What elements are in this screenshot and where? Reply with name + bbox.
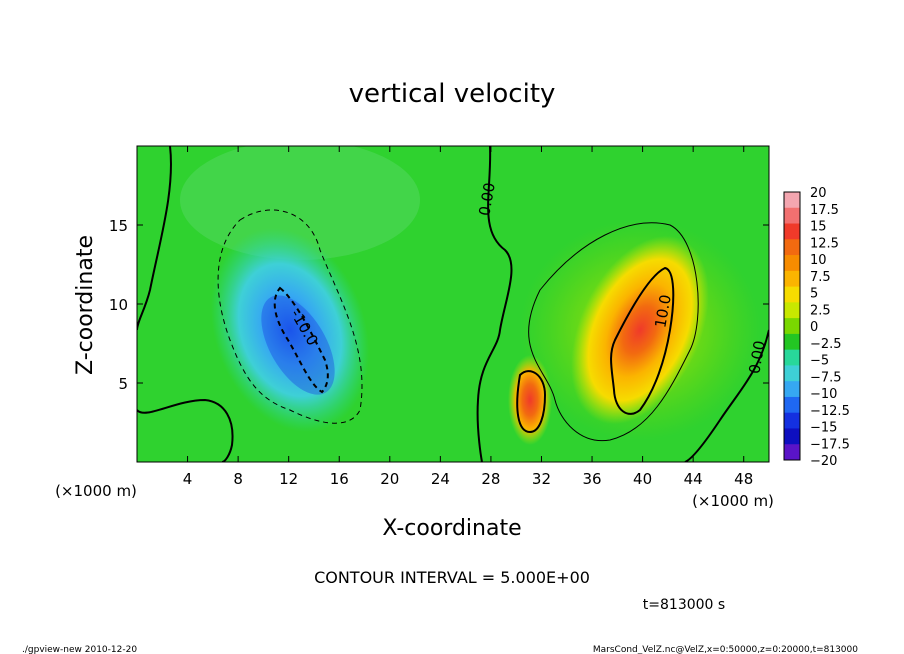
x-tick-label: 40 bbox=[633, 470, 652, 488]
plus-ten-contour bbox=[610, 266, 675, 415]
colorbar-label: 2.5 bbox=[810, 303, 831, 318]
colorbar-swatch bbox=[784, 428, 800, 445]
colorbar-label: −5 bbox=[810, 354, 829, 369]
colorbar-label: −17.5 bbox=[810, 437, 850, 452]
colorbar-swatch bbox=[784, 255, 800, 272]
updraft-region bbox=[571, 235, 709, 425]
y-axis-ticks: 5 10 15 bbox=[109, 217, 769, 393]
colorbar-swatch bbox=[784, 396, 800, 414]
x-tick-label: 44 bbox=[684, 470, 703, 488]
x-tick-label: 48 bbox=[734, 470, 753, 488]
contour-interval-text: CONTOUR INTERVAL = 5.000E+00 bbox=[314, 568, 590, 587]
colorbar-swatch bbox=[784, 192, 800, 209]
x-tick-label: 24 bbox=[431, 470, 450, 488]
colorbar-swatch bbox=[784, 286, 800, 303]
contour-label-zero-middle: 0.00 bbox=[475, 181, 499, 217]
x-tick-label: 12 bbox=[279, 470, 298, 488]
y-tick-label: 5 bbox=[118, 375, 128, 393]
colorbar-label: 5 bbox=[810, 287, 818, 302]
zero-contour-right bbox=[684, 329, 769, 462]
source-info: MarsCond_VelZ.nc@VelZ,x=0:50000,z=0:2000… bbox=[593, 645, 858, 654]
colorbar-swatch bbox=[784, 239, 800, 256]
contour-label-zero-right: 0.00 bbox=[745, 339, 769, 375]
x-tick-label: 32 bbox=[532, 470, 551, 488]
colorbar-label: 17.5 bbox=[810, 203, 839, 218]
y-tick-label: 15 bbox=[109, 217, 128, 235]
x-tick-label: 8 bbox=[233, 470, 243, 488]
colorbar-swatch bbox=[784, 207, 800, 225]
x-tick-label: 28 bbox=[481, 470, 500, 488]
time-label: t=813000 s bbox=[643, 597, 725, 613]
x-axis-label: X-coordinate bbox=[382, 516, 521, 541]
colorbar-frame bbox=[783, 191, 801, 461]
zero-contour-middle bbox=[476, 146, 513, 462]
colorbar-swatch bbox=[784, 302, 800, 319]
downdraft-core bbox=[261, 295, 335, 395]
y-axis-label: Z-coordinate bbox=[73, 235, 98, 375]
colorbar-label: −12.5 bbox=[810, 404, 850, 419]
program-info: ./gpview-new 2010-12-20 bbox=[22, 645, 137, 654]
colorbar-swatch bbox=[784, 333, 800, 351]
colorbar-label: 20 bbox=[810, 186, 827, 201]
x-tick-label: 20 bbox=[380, 470, 399, 488]
colorbar-label: −2.5 bbox=[810, 337, 842, 352]
colorbar-swatch bbox=[784, 444, 800, 461]
colorbar-swatch bbox=[784, 365, 800, 382]
plus-five-contour bbox=[528, 222, 699, 442]
y-tick-label: 10 bbox=[109, 296, 128, 314]
plot-area: 0.00 -10.0 10.0 0.00 bbox=[137, 146, 769, 462]
x-tick-label: 16 bbox=[330, 470, 349, 488]
colorbar-label: −20 bbox=[810, 454, 837, 469]
zero-contour-bottom-left bbox=[137, 398, 234, 462]
colorbar-label: 7.5 bbox=[810, 270, 831, 285]
x-tick-label: 36 bbox=[582, 470, 601, 488]
colorbar-swatch bbox=[784, 270, 800, 288]
colorbar-label: −7.5 bbox=[810, 370, 842, 385]
plus-ten-contour-secondary bbox=[516, 370, 547, 434]
colorbar-swatch bbox=[784, 412, 800, 429]
x-axis-ticks: 4 8 12 16 20 24 28 32 36 40 44 48 bbox=[183, 146, 753, 488]
weak-negative-region bbox=[180, 146, 420, 260]
colorbar-label: 0 bbox=[810, 320, 818, 335]
colorbar-label: 10 bbox=[810, 253, 827, 268]
colorbar-swatch bbox=[784, 381, 800, 398]
x-unit-left: (×1000 m) bbox=[55, 482, 137, 500]
downdraft-region bbox=[210, 228, 370, 432]
colorbar-label: −15 bbox=[810, 421, 837, 436]
colorbar-label: 12.5 bbox=[810, 236, 839, 251]
colorbar-swatch bbox=[784, 223, 800, 240]
contour-label-plus-ten: 10.0 bbox=[651, 293, 675, 329]
colorbar-swatch bbox=[784, 318, 800, 335]
chart-title: vertical velocity bbox=[349, 79, 556, 109]
x-tick-label: 4 bbox=[183, 470, 193, 488]
minus-five-contour bbox=[217, 209, 363, 424]
x-unit-right: (×1000 m) bbox=[692, 492, 774, 510]
minus-ten-contour bbox=[273, 286, 329, 394]
colorbar-label: −10 bbox=[810, 387, 837, 402]
zero-contour-left bbox=[137, 146, 172, 331]
colorbar-swatch bbox=[784, 349, 800, 366]
colorbar-label: 15 bbox=[810, 220, 827, 235]
